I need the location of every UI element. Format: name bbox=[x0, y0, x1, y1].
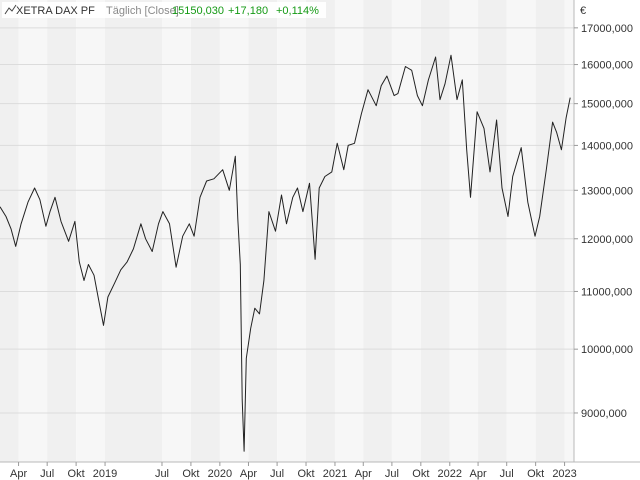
x-tick-label: 2020 bbox=[208, 468, 232, 480]
x-tick-label: 2023 bbox=[552, 468, 576, 480]
y-tick-label: 12000,000 bbox=[581, 234, 633, 246]
x-tick-label: Jul bbox=[40, 468, 54, 480]
svg-text:XETRA DAX PF Täglich [Cl: XETRA DAX PF Täglich [Close] 15150,030 +… bbox=[16, 5, 319, 17]
x-tick-label: 2022 bbox=[438, 468, 462, 480]
background-band bbox=[277, 0, 307, 462]
y-tick-label: 9000,000 bbox=[581, 408, 627, 420]
background-band bbox=[391, 0, 421, 462]
instrument-name: XETRA DAX PF bbox=[16, 5, 95, 17]
y-tick-label: 10000,000 bbox=[581, 344, 633, 356]
price-series bbox=[0, 54, 571, 452]
background-band bbox=[190, 0, 220, 462]
background-band bbox=[18, 0, 48, 462]
x-tick-label: Okt bbox=[412, 468, 429, 480]
x-tick-label: Okt bbox=[527, 468, 544, 480]
interval-label: Täglich [Close] bbox=[106, 5, 179, 17]
background-band bbox=[105, 0, 162, 462]
x-tick-label: Apr bbox=[240, 468, 257, 480]
background-band bbox=[478, 0, 507, 462]
y-tick-label: 16000,000 bbox=[581, 60, 633, 72]
background-band bbox=[535, 0, 565, 462]
x-tick-label: Apr bbox=[470, 468, 487, 480]
y-tick-label: 15000,000 bbox=[581, 99, 633, 111]
y-tick-label: 13000,000 bbox=[581, 185, 633, 197]
x-tick-label: Jul bbox=[385, 468, 399, 480]
x-axis: Apr Jul Okt 2019 Jul Okt 2020 Apr Jul Okt 2021 Apr J… bbox=[10, 462, 577, 480]
y-axis: 9000,000 10000,000 11000,000 12000,000 13000… bbox=[574, 23, 633, 420]
currency-label: € bbox=[580, 5, 586, 17]
background-band bbox=[564, 0, 574, 462]
x-tick-label: 2021 bbox=[323, 468, 347, 480]
y-tick-label: 11000,000 bbox=[581, 286, 632, 298]
background-band bbox=[219, 0, 249, 462]
x-tick-label: 2019 bbox=[93, 468, 117, 480]
background-band bbox=[449, 0, 479, 462]
y-tick-label: 17000,000 bbox=[581, 23, 633, 35]
background-band bbox=[363, 0, 392, 462]
y-tick-label: 14000,000 bbox=[581, 140, 633, 152]
x-tick-label: Jul bbox=[500, 468, 514, 480]
header-backdrop bbox=[2, 2, 326, 18]
gridlines bbox=[0, 27, 574, 414]
background-band bbox=[506, 0, 536, 462]
x-tick-label: Okt bbox=[68, 468, 85, 480]
x-tick-label: Apr bbox=[355, 468, 372, 480]
line-chart-icon bbox=[4, 4, 17, 15]
background-band bbox=[306, 0, 335, 462]
change-percent: +0,114% bbox=[276, 5, 319, 17]
background-bands bbox=[0, 0, 574, 462]
background-band bbox=[248, 0, 278, 462]
background-band bbox=[161, 0, 191, 462]
background-band bbox=[47, 0, 77, 462]
last-price: 15150,030 bbox=[172, 5, 224, 17]
x-tick-label: Apr bbox=[10, 468, 27, 480]
background-band bbox=[76, 0, 106, 462]
x-tick-label: Jul bbox=[270, 468, 284, 480]
x-tick-label: Okt bbox=[297, 468, 314, 480]
series-line bbox=[0, 54, 571, 452]
background-band bbox=[0, 0, 19, 462]
background-band bbox=[420, 0, 450, 462]
x-tick-label: Okt bbox=[182, 468, 199, 480]
chart-header: XETRA DAX PF Täglich [Close] 15150,030 +… bbox=[2, 2, 326, 18]
background-band bbox=[334, 0, 364, 462]
x-tick-label: Jul bbox=[155, 468, 169, 480]
change-absolute: +17,180 bbox=[228, 5, 268, 17]
